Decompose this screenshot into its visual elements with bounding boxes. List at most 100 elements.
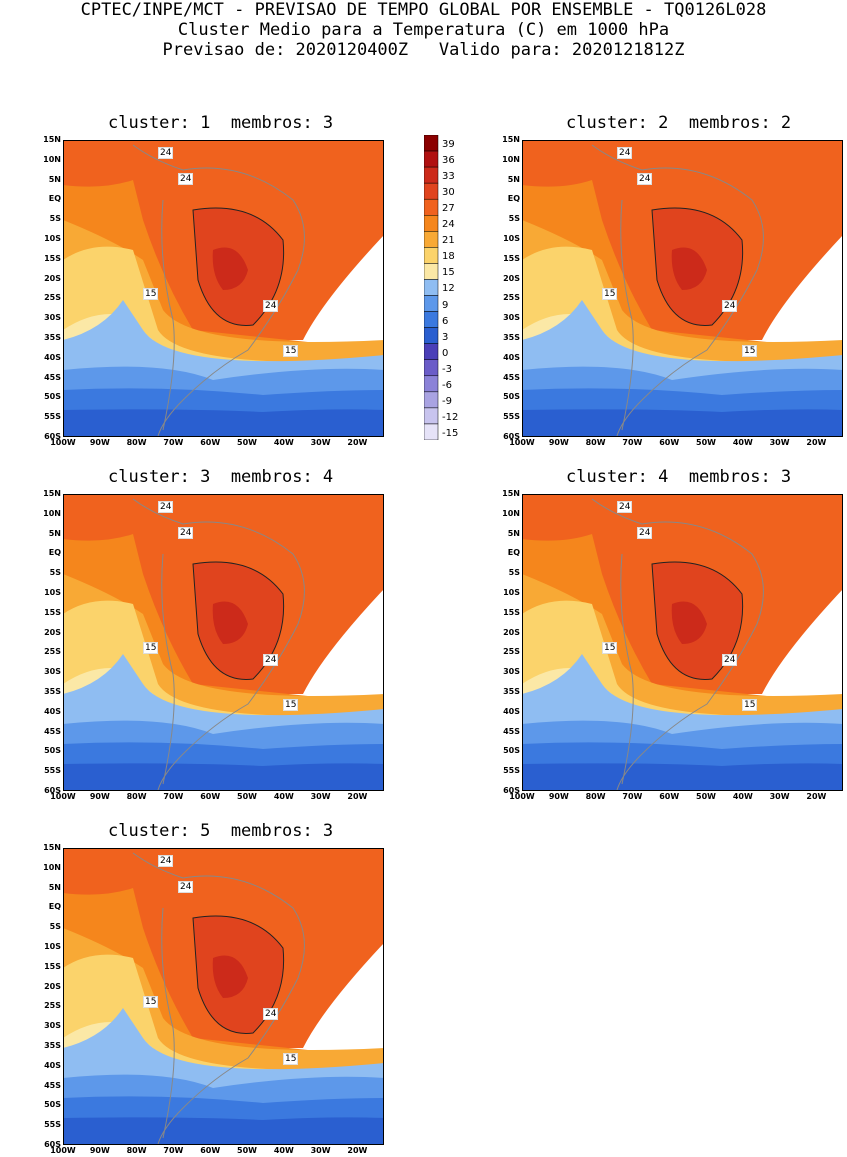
- temperature-map: [522, 494, 843, 791]
- hot-core-region: [671, 247, 707, 290]
- latitude-label: 10N: [502, 508, 520, 518]
- latitude-label: 25S: [44, 1001, 61, 1011]
- longitude-label: 50W: [237, 792, 257, 801]
- contour-label: 24: [178, 173, 194, 185]
- contour-label: 24: [158, 501, 174, 513]
- latitude-label: 45S: [44, 372, 61, 382]
- latitude-label: 15N: [502, 135, 520, 144]
- latitude-label: 55S: [44, 412, 61, 422]
- longitude-label: 90W: [548, 438, 569, 447]
- latitude-label: EQ: [507, 548, 520, 558]
- map-frame: [63, 140, 384, 437]
- latitude-label: 5N: [48, 174, 61, 184]
- contour-label: 24: [722, 300, 738, 312]
- colorbar-tick: 9: [442, 299, 449, 311]
- temperature-map: [63, 140, 384, 437]
- latitude-label: 35S: [503, 687, 520, 696]
- contour-label: 15: [283, 699, 299, 711]
- contour-label: 15: [742, 345, 758, 357]
- latitude-label: 40S: [44, 1060, 61, 1070]
- latitude-label: 20S: [503, 273, 520, 283]
- map-frame: [522, 140, 843, 437]
- contour-label: 24: [178, 881, 194, 893]
- hot-core-region: [212, 247, 248, 290]
- contour-label: 24: [637, 527, 653, 539]
- temperature-colorbar: 39 36 33 30 27 24 21 18 15 12 9 6 3 0 -3 -6 -9 -12 -15: [423, 134, 458, 444]
- coastline: [591, 144, 764, 437]
- longitude-label: 20W: [347, 1146, 368, 1155]
- contour-label: 24: [722, 654, 738, 666]
- contour-label: 15: [742, 699, 758, 711]
- longitude-label: 50W: [237, 1146, 257, 1155]
- coastline: [591, 498, 764, 791]
- longitude-label: 80W: [585, 792, 606, 801]
- contour-label: 24: [263, 1008, 279, 1020]
- longitude-label: 50W: [237, 438, 257, 447]
- map-field: [63, 848, 384, 1145]
- colorbar-swatch: [423, 150, 439, 168]
- longitude-label: 40W: [273, 1146, 294, 1155]
- latitude-label: 60S: [503, 786, 520, 795]
- colorbar-swatches: [423, 134, 439, 441]
- latitude-label: 15N: [43, 135, 61, 144]
- latitude-label: 55S: [44, 766, 61, 776]
- latitude-label: 25S: [44, 293, 61, 303]
- latitude-label: 5S: [49, 214, 61, 224]
- colorbar-tick: 18: [442, 251, 455, 263]
- latitude-label: 5N: [48, 882, 61, 892]
- latitude-label: 55S: [44, 1120, 61, 1130]
- latitude-label: 30S: [44, 1021, 61, 1031]
- longitude-label: 30W: [769, 438, 790, 447]
- contour-label: 15: [283, 345, 299, 357]
- colorbar-tick: 15: [442, 267, 455, 279]
- contour-label: 15: [283, 1053, 299, 1065]
- longitude-label: 100W: [509, 438, 535, 447]
- latitude-label: 10N: [502, 154, 520, 164]
- latitude-label: 15N: [502, 489, 520, 498]
- contour-label: 24: [617, 501, 633, 513]
- latitude-label: 10S: [44, 942, 61, 951]
- temperature-band: [63, 763, 384, 791]
- colorbar-tick: 30: [442, 187, 455, 199]
- colorbar-tick: -12: [442, 411, 459, 423]
- panel-title: cluster: 3 membros: 4: [108, 467, 334, 487]
- colorbar-swatch: [423, 263, 439, 280]
- latitude-label: 15S: [44, 961, 61, 971]
- colorbar-swatch: [423, 247, 439, 264]
- header-line-3: Previsao de: 2020120400Z Valido para: 20…: [162, 40, 685, 60]
- colorbar-swatch: [423, 359, 439, 377]
- longitude-label: 80W: [126, 1146, 147, 1155]
- contour-label: 24: [158, 147, 174, 159]
- longitude-label: 40W: [273, 438, 294, 447]
- longitude-label: 20W: [806, 792, 827, 801]
- longitude-label: 100W: [509, 792, 535, 801]
- latitude-label: 5S: [49, 922, 61, 932]
- latitude-label: 30S: [503, 313, 520, 323]
- longitude-label: 60W: [659, 792, 680, 801]
- latitude-label: 5S: [49, 568, 61, 578]
- contour-label: 24: [637, 173, 653, 185]
- longitude-label: 60W: [659, 438, 680, 447]
- colorbar-swatch: [423, 343, 439, 360]
- latitude-label: 5S: [508, 214, 520, 224]
- latitude-label: 60S: [44, 786, 61, 795]
- hot-core-region: [212, 955, 248, 998]
- latitude-label: 15S: [503, 607, 520, 617]
- latitude-label: 15S: [503, 253, 520, 263]
- latitude-label: 10S: [44, 234, 61, 243]
- map-field: [522, 494, 843, 791]
- temperature-band: [63, 1117, 384, 1145]
- panel-title: cluster: 2 membros: 2: [566, 113, 792, 133]
- longitude-label: 90W: [89, 438, 110, 447]
- latitude-label: 30S: [503, 667, 520, 677]
- latitude-label: 15S: [44, 607, 61, 617]
- contour-label: 15: [602, 642, 618, 654]
- latitude-label: EQ: [48, 194, 61, 204]
- colorbar-swatch: [423, 231, 439, 248]
- longitude-label: 90W: [89, 792, 110, 801]
- latitude-label: 35S: [44, 1041, 61, 1050]
- latitude-label: EQ: [507, 194, 520, 204]
- longitude-label: 40W: [732, 438, 753, 447]
- colorbar-tick: 27: [442, 203, 455, 215]
- colorbar-tick: 3: [442, 331, 449, 343]
